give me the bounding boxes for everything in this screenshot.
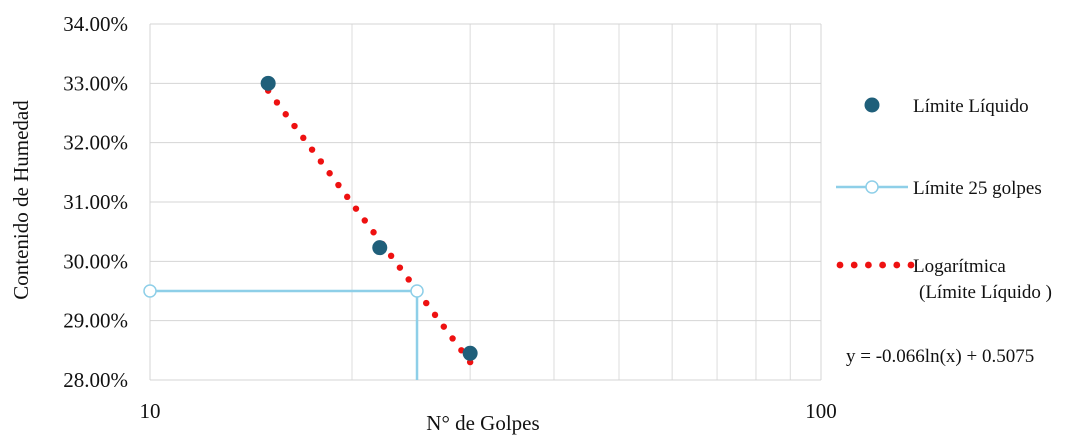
liquid-limit-series (260, 75, 478, 361)
y-axis-ticks: 28.00% 29.00% 30.00% 31.00% 32.00% 33.00% 34.0… (63, 12, 128, 392)
legend-label-limite-liquido: Límite Líquido (913, 96, 1029, 117)
trendline-dot (335, 181, 342, 189)
trendline-dot (387, 252, 395, 260)
trendline-dot (449, 335, 456, 342)
limit-25-marker (410, 284, 424, 298)
trendline-dot (361, 217, 368, 224)
trendline-dot (423, 299, 430, 307)
x-tick-label: 100 (805, 399, 837, 423)
trendline-dot (317, 158, 325, 165)
trendline-dot (308, 146, 316, 153)
y-axis-title: Contenido de Humedad (9, 100, 33, 300)
legend-trend-dot (836, 261, 844, 269)
data-point (260, 75, 276, 91)
legend-trend-dot (893, 261, 901, 269)
legend-label-limite-25: Límite 25 golpes (913, 178, 1042, 199)
x-axis-ticks: 10 100 (140, 399, 837, 423)
legend: Límite Líquido Límite 25 golpes Logarítm… (836, 96, 1052, 367)
trendline-dot (326, 170, 333, 177)
legend-trend-dot (879, 261, 886, 269)
y-tick-label: 28.00% (63, 368, 128, 392)
plot-area (149, 24, 822, 380)
trendline-dot (440, 323, 448, 330)
y-tick-label: 30.00% (63, 249, 128, 273)
trendline-dot (300, 134, 307, 142)
x-axis-title: N° de Golpes (426, 411, 539, 435)
y-tick-label: 34.00% (63, 12, 128, 36)
legend-marker-limite-25 (865, 180, 879, 194)
legend-trend-dot (850, 261, 858, 269)
legend-trend-dot (907, 261, 915, 269)
y-tick-label: 31.00% (63, 190, 128, 214)
y-tick-label: 32.00% (63, 131, 128, 155)
y-tick-label: 29.00% (63, 309, 128, 333)
legend-line-logaritmica (836, 261, 915, 269)
trendline-dot (282, 111, 289, 118)
trendline-equation: y = -0.066ln(x) + 0.5075 (846, 346, 1034, 367)
limit-25-marker (143, 284, 157, 298)
legend-label-logaritmica: Logarítmica (913, 256, 1006, 277)
limit-25-series (143, 284, 424, 380)
trendline-series (264, 87, 474, 366)
trendline-dot (343, 193, 351, 201)
data-point (372, 240, 388, 256)
trendline-dot (273, 99, 281, 106)
trendline-dot (396, 264, 404, 271)
y-tick-label: 33.00% (63, 71, 128, 95)
grid-lines (150, 23, 821, 381)
trendline-dot (370, 229, 377, 236)
trendline-dot (291, 122, 298, 130)
trendline-dot (352, 205, 360, 212)
trendline-dot (405, 276, 412, 283)
limit-25-line (150, 289, 419, 380)
data-point (462, 345, 478, 361)
legend-trend-dot (865, 261, 872, 269)
x-tick-label: 10 (140, 399, 161, 423)
legend-marker-limite-liquido (864, 97, 880, 113)
legend-label-logaritmica-line2: (Límite Líquido ) (919, 282, 1052, 303)
trendline-dot (431, 311, 439, 319)
